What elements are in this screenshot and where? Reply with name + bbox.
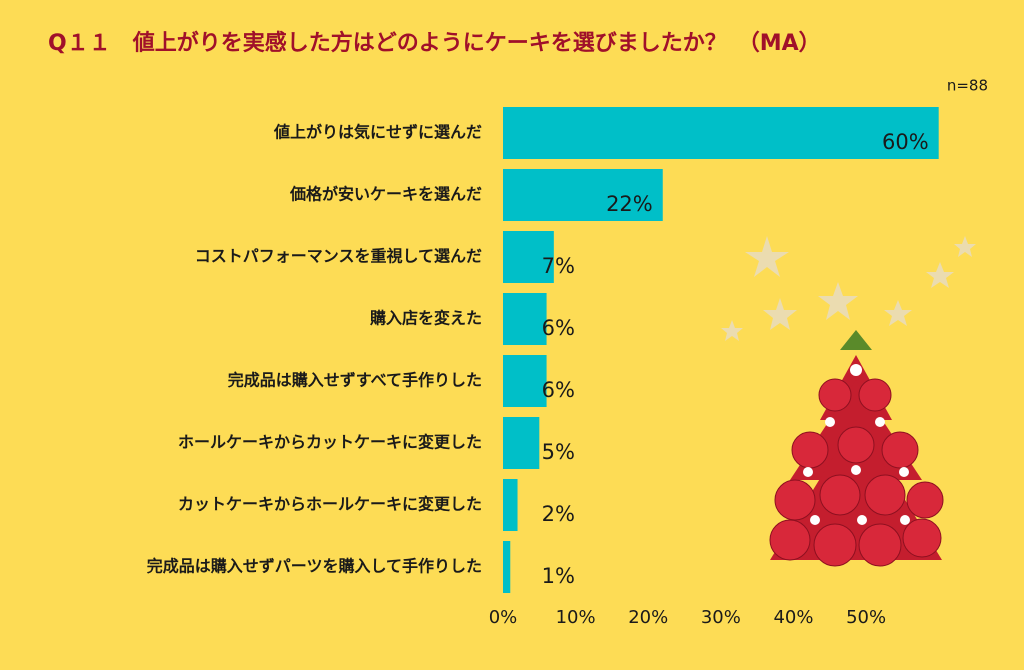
y-tick-label: コストパフォーマンスを重視して選んだ bbox=[195, 247, 482, 266]
plot-area: 0% 10% 20% 30% 40% 50% 値上がりは気にせずに選んだ 60% 価格が安いケー… bbox=[147, 107, 939, 628]
bar bbox=[503, 293, 547, 345]
bar bbox=[503, 541, 511, 593]
bar bbox=[503, 169, 663, 221]
y-tick-label: 完成品は購入せずすべて手作りした bbox=[228, 371, 482, 390]
x-tick-label: 50% bbox=[846, 607, 886, 628]
y-tick-label: 値上がりは気にせずに選んだ bbox=[273, 123, 482, 142]
bar bbox=[503, 417, 540, 469]
bar bbox=[503, 479, 518, 531]
sample-size: n=88 bbox=[947, 77, 988, 95]
x-tick-label: 20% bbox=[628, 607, 668, 628]
value-label: 22% bbox=[606, 192, 653, 216]
value-label: 6% bbox=[542, 378, 575, 402]
value-label: 2% bbox=[542, 502, 575, 526]
bar bbox=[503, 231, 554, 283]
x-tick-label: 40% bbox=[773, 607, 813, 628]
value-label: 60% bbox=[882, 130, 929, 154]
value-label: 6% bbox=[542, 316, 575, 340]
x-tick-label: 30% bbox=[701, 607, 741, 628]
bar bbox=[503, 355, 547, 407]
value-label: 7% bbox=[542, 254, 575, 278]
tree-illustration bbox=[721, 236, 976, 567]
x-tick-label: 10% bbox=[556, 607, 596, 628]
x-tick-label: 0% bbox=[489, 607, 518, 628]
y-tick-label: カットケーキからホールケーキに変更した bbox=[178, 495, 482, 514]
bar bbox=[503, 107, 939, 159]
y-tick-label: 価格が安いケーキを選んだ bbox=[289, 185, 482, 204]
chart-title: Q１１ 値上がりを実感した方はどのようにケーキを選びましたか？ （MA） bbox=[48, 30, 821, 56]
value-label: 5% bbox=[542, 440, 575, 464]
y-tick-label: 完成品は購入せずパーツを購入して手作りした bbox=[147, 557, 482, 576]
value-label: 1% bbox=[542, 564, 575, 588]
y-tick-label: 購入店を変えた bbox=[369, 309, 482, 328]
y-tick-label: ホールケーキからカットケーキに変更した bbox=[178, 433, 482, 452]
